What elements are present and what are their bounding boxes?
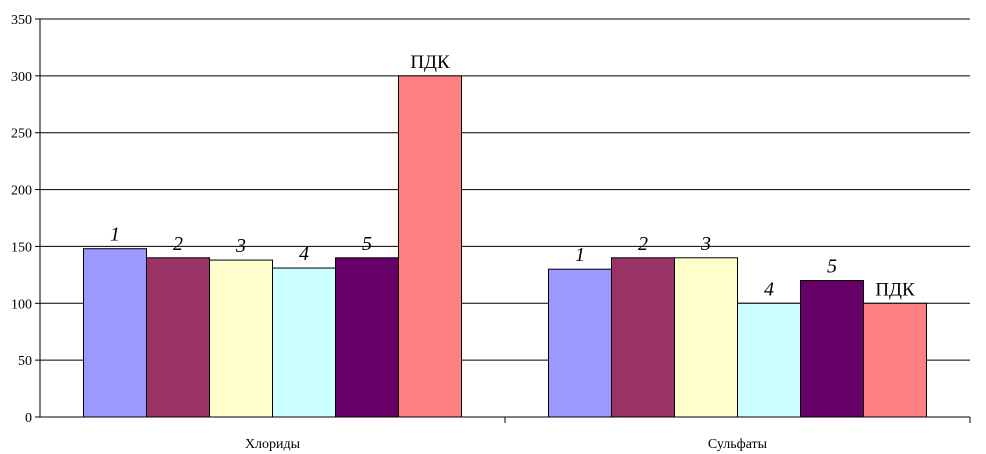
x-category-label: Сульфаты	[708, 437, 768, 452]
bar	[800, 280, 864, 418]
y-tick-label: 200	[11, 184, 32, 199]
y-tick-label: 150	[11, 240, 32, 255]
data-label: 3	[700, 233, 711, 255]
y-tick-label: 250	[11, 127, 32, 142]
bar	[737, 302, 801, 418]
bar	[548, 268, 612, 418]
bar	[674, 257, 738, 418]
x-axis: Хлориды Сульфаты	[35, 416, 971, 452]
y-tick-label: 100	[11, 297, 32, 312]
bar	[398, 75, 462, 418]
data-label: 2	[638, 233, 648, 255]
bar	[272, 267, 336, 418]
bars	[83, 75, 927, 418]
y-tick-label: 50	[18, 354, 32, 369]
bar	[335, 257, 399, 418]
bar	[209, 259, 273, 418]
bar	[611, 257, 675, 418]
data-label: 1	[110, 224, 120, 246]
y-axis: 0 50 100 150 200 250 300 350	[11, 13, 41, 426]
data-labels: 1 2 3 4 5 ПДК 1 2 3 4 5 ПДК	[110, 52, 915, 300]
bar	[83, 248, 147, 418]
bar	[146, 257, 210, 418]
data-label: 5	[362, 233, 372, 255]
y-tick-label: 0	[25, 411, 32, 426]
y-tick-label: 350	[11, 13, 32, 28]
x-category-label: Хлориды	[245, 437, 301, 452]
data-label: ПДК	[875, 279, 915, 300]
data-label: 3	[235, 235, 246, 257]
y-tick-label: 300	[11, 70, 32, 85]
data-label: ПДК	[410, 52, 450, 73]
data-label: 1	[575, 244, 585, 266]
data-label: 2	[173, 233, 183, 255]
bar	[863, 302, 927, 418]
data-label: 5	[827, 256, 837, 278]
data-label: 4	[764, 278, 774, 300]
data-label: 4	[299, 243, 309, 265]
